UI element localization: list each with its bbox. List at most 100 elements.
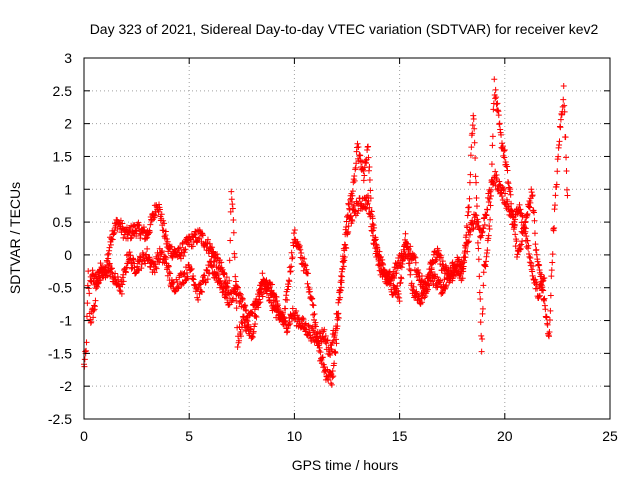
data-point <box>549 259 556 266</box>
data-point <box>488 161 495 168</box>
data-point <box>343 245 350 252</box>
data-point <box>493 94 500 101</box>
data-point <box>162 228 169 235</box>
data-point <box>361 172 368 179</box>
data-point <box>549 251 556 258</box>
data-point <box>311 316 318 323</box>
data-point <box>464 248 471 255</box>
data-point <box>487 216 494 223</box>
data-point <box>547 307 554 314</box>
data-point <box>408 280 415 287</box>
data-point <box>519 238 526 245</box>
data-point <box>329 374 336 381</box>
data-point <box>522 228 529 235</box>
data-point <box>293 308 300 315</box>
data-point <box>305 322 312 329</box>
data-point <box>152 212 159 219</box>
data-point <box>407 243 414 250</box>
data-point <box>422 293 429 300</box>
data-point <box>501 147 508 154</box>
data-point <box>365 197 372 204</box>
data-point <box>535 293 542 300</box>
data-point <box>486 195 493 202</box>
y-tick-label: 2.5 <box>53 83 73 99</box>
data-point <box>531 209 538 216</box>
data-point <box>333 340 340 347</box>
data-point <box>521 224 528 231</box>
data-point <box>560 82 567 89</box>
data-point <box>475 245 482 252</box>
data-point <box>325 377 332 384</box>
data-point <box>175 284 182 291</box>
data-point <box>90 314 97 321</box>
data-point <box>438 254 445 261</box>
data-point <box>104 272 111 279</box>
data-point <box>209 244 216 251</box>
data-point <box>328 348 335 355</box>
data-point <box>289 254 296 261</box>
data-point <box>190 276 197 283</box>
data-point <box>498 131 505 138</box>
data-point <box>367 187 374 194</box>
data-point <box>227 208 234 215</box>
data-point <box>144 234 151 241</box>
data-point <box>473 212 480 219</box>
data-point <box>492 168 499 175</box>
data-point <box>284 297 291 303</box>
data-point <box>111 229 118 236</box>
data-point <box>238 318 245 325</box>
data-point <box>83 339 90 346</box>
data-point <box>376 261 383 268</box>
y-tick-label: 1 <box>64 181 72 197</box>
data-point <box>117 217 124 224</box>
data-point <box>548 267 555 274</box>
data-point <box>147 221 154 228</box>
data-point <box>481 221 488 228</box>
data-point <box>470 115 477 122</box>
data-point <box>329 368 336 375</box>
data-point <box>487 202 494 209</box>
data-point <box>148 217 155 224</box>
data-point <box>397 279 404 286</box>
data-point <box>470 225 477 232</box>
data-point <box>524 237 531 244</box>
data-point <box>306 288 313 295</box>
data-point <box>466 179 473 186</box>
data-point <box>260 289 267 296</box>
data-point <box>492 86 499 93</box>
data-point <box>402 230 409 237</box>
data-point <box>465 239 472 246</box>
data-point <box>215 271 222 278</box>
data-point <box>310 302 317 309</box>
data-point <box>472 173 479 180</box>
y-tick-label: 0 <box>64 247 72 263</box>
data-point <box>363 205 370 212</box>
data-point <box>132 227 139 234</box>
data-point <box>555 153 562 160</box>
data-point <box>212 251 219 258</box>
data-point <box>563 186 570 193</box>
data-point <box>434 274 441 281</box>
data-point <box>351 177 358 184</box>
data-point <box>477 296 484 303</box>
x-tick-label: 5 <box>185 428 193 444</box>
data-point <box>494 100 501 107</box>
data-point <box>163 236 170 242</box>
data-point <box>252 320 259 327</box>
data-point <box>479 336 486 343</box>
data-point <box>297 246 304 253</box>
data-point <box>542 306 549 313</box>
data-point <box>236 290 243 297</box>
data-point <box>333 323 340 330</box>
data-point <box>252 312 259 319</box>
data-point <box>483 212 490 219</box>
grid-lines <box>84 58 610 419</box>
data-point <box>226 257 233 264</box>
data-point <box>198 288 205 295</box>
data-point <box>367 211 374 218</box>
data-point <box>525 242 532 249</box>
data-point <box>223 274 230 281</box>
data-point <box>516 207 523 214</box>
data-point <box>304 280 311 287</box>
y-tick-label: 3 <box>64 50 72 66</box>
